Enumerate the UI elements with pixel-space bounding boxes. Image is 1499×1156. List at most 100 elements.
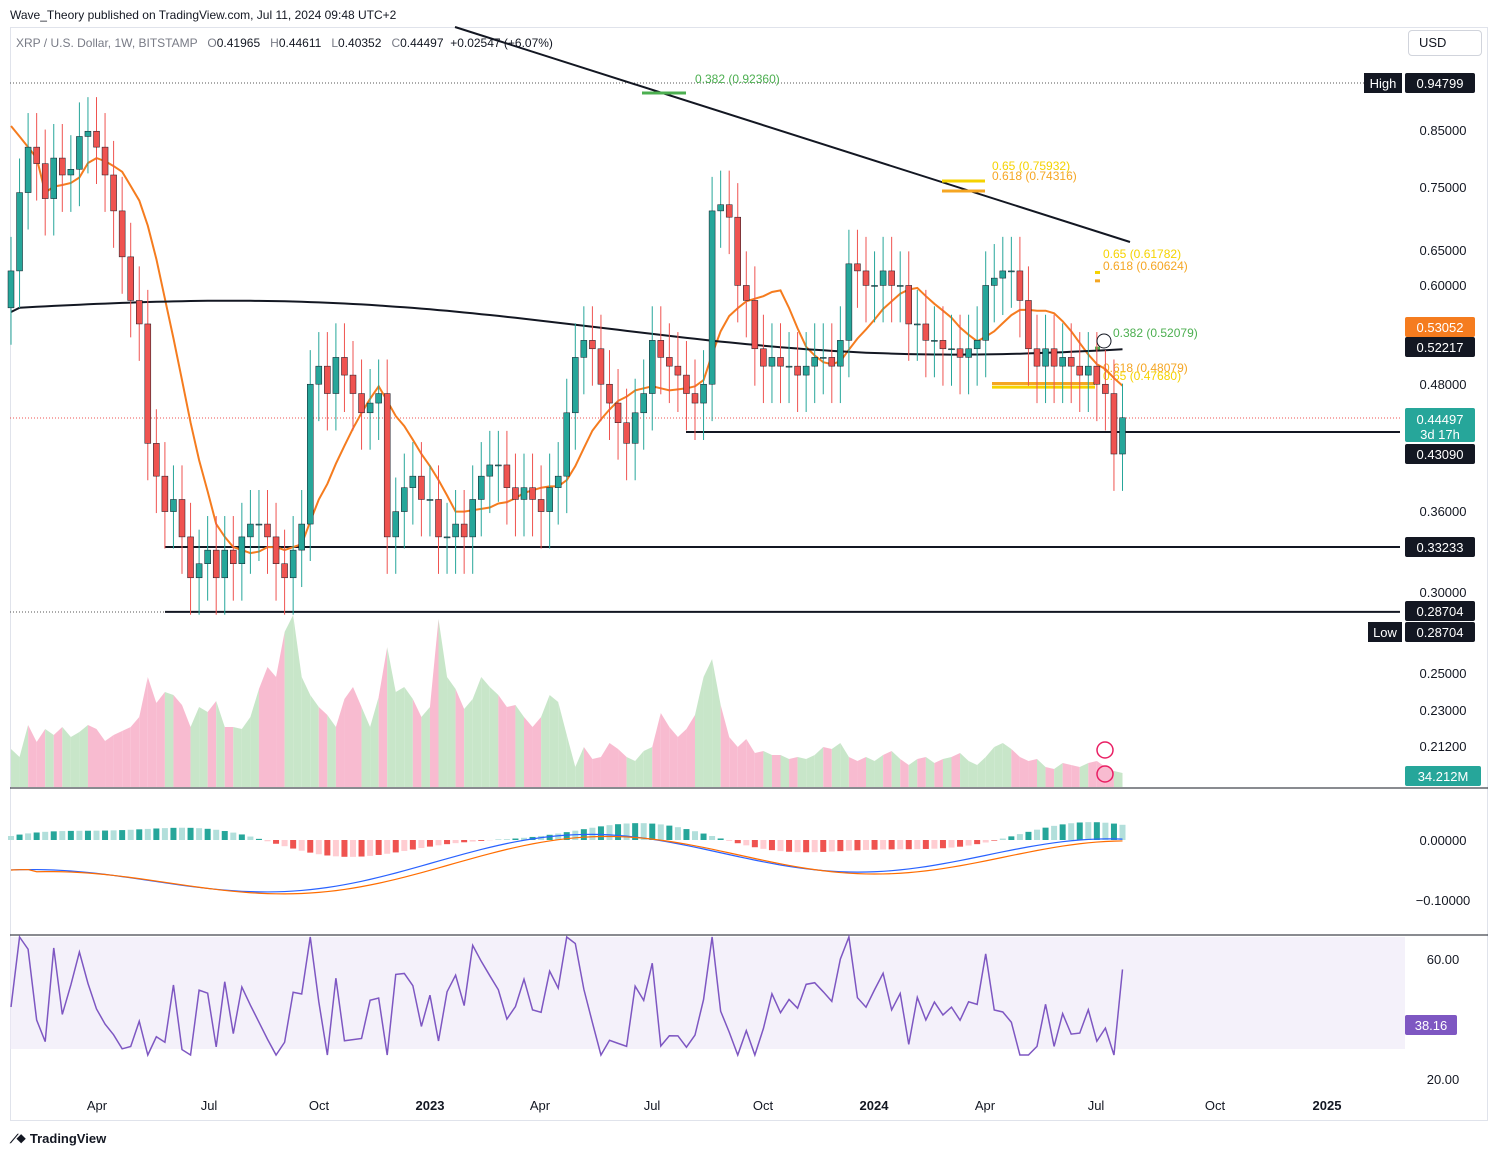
change-value: +0.02547 (+6.07%) (450, 36, 553, 50)
macd-histogram-bar (751, 840, 758, 848)
macd-histogram-bar (375, 840, 382, 855)
candle-body (777, 357, 784, 367)
sma-price-label-bg (1405, 337, 1475, 357)
fib-level-label: 0.65 (0.61782) (1103, 247, 1181, 261)
volume-area-segment (1045, 767, 1055, 787)
candle-body (1067, 357, 1075, 367)
macd-signal-line (10, 835, 1123, 895)
candle-body (700, 383, 707, 404)
volume-area-segment (866, 757, 875, 787)
support-price-label-bg (1405, 537, 1475, 557)
volume-area-segment (199, 707, 208, 787)
volume-area-segment (207, 701, 217, 787)
candle-body (7, 270, 15, 309)
macd-histogram-bar (161, 828, 168, 840)
fib-level-label: 0.65 (0.75932) (992, 159, 1070, 173)
macd-histogram-bar (914, 840, 921, 850)
volume-area-segment (1062, 763, 1072, 787)
volume-area-segment (395, 687, 405, 787)
volume-area-segment (789, 757, 798, 787)
currency-button[interactable]: USD (1408, 30, 1482, 56)
volume-area-segment (686, 715, 695, 787)
trend-lines-layer (165, 26, 1400, 613)
volume-area-segment (566, 735, 576, 787)
candle-body (443, 536, 451, 539)
volume-area-segment (79, 725, 88, 787)
volume-area-segment (267, 667, 277, 787)
macd-histogram-bar (632, 823, 639, 840)
candle-body (982, 285, 989, 341)
y-tick-label: 0.85000 (1420, 123, 1467, 138)
volume-area-segment (378, 647, 388, 787)
volume-area-segment (609, 743, 619, 787)
volume-area-segment (70, 732, 80, 787)
volume-area-segment (233, 727, 242, 787)
brand-label: TradingView (29, 1131, 107, 1146)
y-tick-label: 0.65000 (1420, 243, 1467, 258)
macd-histogram-bar (991, 840, 998, 841)
volume-area-segment (942, 757, 952, 787)
macd-histogram-bar (512, 838, 519, 840)
volume-area-segment (87, 725, 97, 787)
candle-body (905, 285, 912, 325)
volume-area-segment (387, 647, 396, 787)
macd-histogram-bar (59, 831, 66, 840)
rsi-value-label-bg (1405, 1015, 1457, 1035)
volume-area-segment (754, 751, 764, 787)
macd-histogram-bar (110, 830, 117, 840)
macd-histogram-bar (726, 840, 733, 841)
macd-histogram-bar (264, 840, 271, 842)
candle-body (127, 256, 134, 301)
macd-histogram-bar (1016, 834, 1023, 840)
candle-body (1076, 365, 1083, 376)
macd-histogram-bar (461, 840, 468, 843)
macd-histogram-bar (290, 840, 297, 849)
volume-area-segment (293, 615, 302, 787)
low-tag: Low (1373, 625, 1397, 640)
x-tick-label: Jul (644, 1098, 661, 1113)
candle-body (50, 157, 57, 199)
candle-body (674, 365, 682, 376)
volume-area-segment (780, 755, 790, 787)
macd-histogram-bar (717, 838, 724, 840)
candle-body (324, 365, 331, 394)
volume-area-segment (429, 619, 439, 787)
candle-body (16, 192, 23, 272)
candle-body (529, 487, 536, 500)
macd-histogram-bar (768, 840, 775, 851)
candle-body (606, 383, 613, 404)
low-label: L (331, 36, 339, 50)
volume-area-segment (712, 659, 721, 787)
volume-area-segment (1011, 749, 1020, 787)
macd-histogram-bar (76, 830, 83, 840)
macd-histogram-bar (888, 840, 895, 850)
candle-body (991, 277, 998, 286)
macd-y-tick-label: −0.10000 (1416, 893, 1471, 908)
y-tick-label: 0.21200 (1420, 739, 1467, 754)
fib-level-label: 0.382 (0.92360) (695, 72, 780, 86)
volume-area-segment (1054, 763, 1063, 787)
volume-area-segment (977, 757, 986, 787)
ema-price-label-bg (1405, 317, 1475, 337)
high-value: 0.44611 (278, 36, 322, 50)
macd-histogram-bar (25, 833, 32, 840)
candle-body (785, 365, 793, 368)
candle-body (572, 357, 579, 414)
candle-body (469, 499, 476, 538)
volume-area-segment (353, 687, 362, 787)
candle-body (734, 216, 741, 286)
macd-histogram-bar (982, 840, 989, 843)
candle-body (255, 523, 263, 526)
y-tick-label: 0.25000 (1420, 666, 1467, 681)
candle-body (264, 523, 271, 538)
macd-histogram-bar (444, 840, 451, 845)
volume-area-segment (464, 699, 473, 787)
volume-area-segment (985, 747, 995, 787)
volume-area-segment (823, 747, 832, 787)
candle-body (845, 263, 853, 341)
candle-body (743, 285, 750, 301)
flag-icon (1096, 765, 1114, 783)
macd-histogram-bar (392, 840, 399, 853)
y-tick-label: 0.48000 (1420, 377, 1467, 392)
